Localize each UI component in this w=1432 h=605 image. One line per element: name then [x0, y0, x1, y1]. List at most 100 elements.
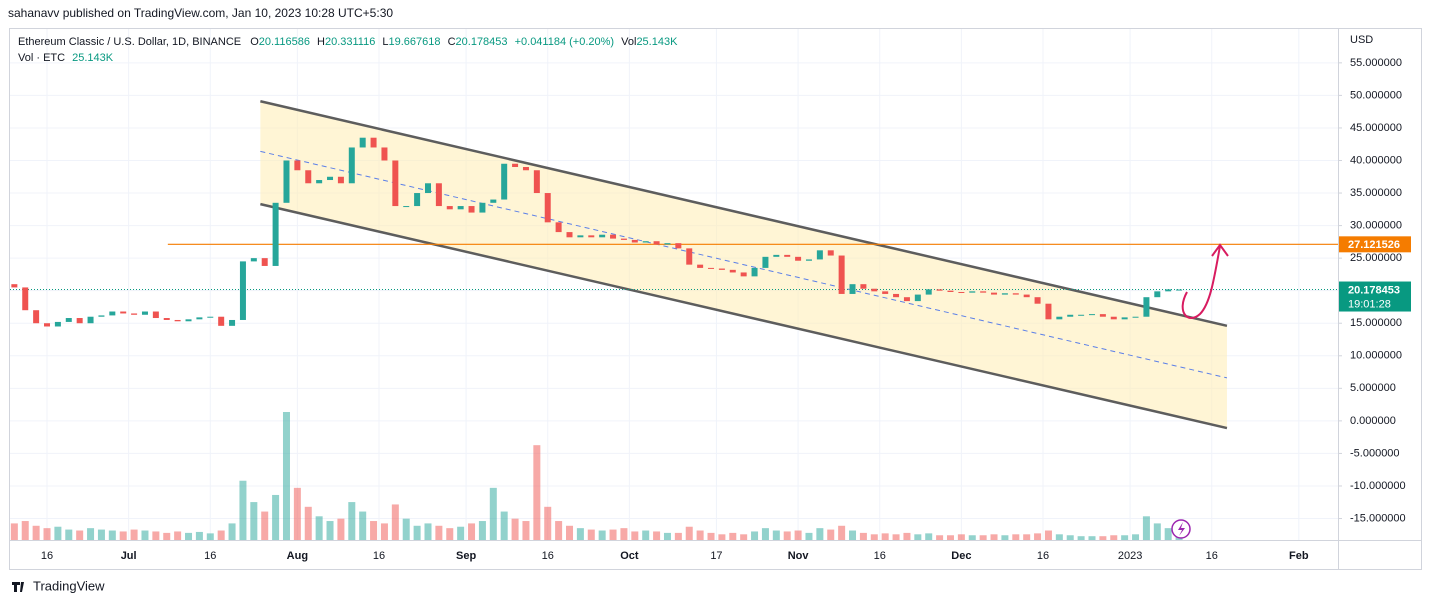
volume-bar	[130, 529, 138, 540]
candle	[33, 310, 40, 324]
volume-bar	[435, 525, 443, 540]
candle	[762, 256, 769, 268]
candle	[239, 261, 246, 320]
volume-bar	[816, 528, 824, 540]
candle	[773, 254, 780, 257]
axes: -15.000000 -10.000000 -5.000000 0.000000 5.0…	[41, 57, 1411, 562]
volume-bar	[859, 532, 867, 540]
last-price-box	[1339, 281, 1411, 312]
candle	[54, 321, 61, 327]
candle	[936, 289, 943, 291]
candle	[827, 250, 834, 256]
y-tick-label: -10.000000	[1350, 480, 1406, 492]
volume-bar	[370, 521, 378, 540]
arrow-head	[1211, 243, 1229, 257]
symbol-title: Ethereum Classic / U.S. Dollar, 1D, BINA…	[18, 36, 241, 48]
candle	[925, 289, 932, 295]
candles	[11, 137, 1183, 327]
candle	[65, 318, 72, 322]
candle	[838, 255, 845, 294]
candle	[1088, 314, 1095, 316]
volume-bar	[239, 480, 247, 540]
candle	[468, 206, 475, 213]
candle	[599, 234, 606, 238]
candle	[588, 235, 595, 238]
candle	[1154, 291, 1161, 298]
candle	[163, 318, 170, 320]
x-tick-label: Sep	[456, 550, 476, 562]
volume-bar	[195, 531, 203, 540]
candle	[196, 317, 203, 320]
volume-bar	[729, 532, 737, 540]
candle	[381, 147, 388, 161]
candle	[1067, 314, 1074, 317]
volume-bar	[685, 526, 693, 540]
y-tick-label: 15.000000	[1350, 317, 1402, 329]
volume	[10, 412, 1183, 540]
x-tick-label: Feb	[1289, 550, 1309, 562]
volume-bar	[65, 529, 73, 540]
candle	[250, 258, 257, 262]
volume-bar	[663, 532, 671, 540]
volume-title: Vol · ETC	[18, 52, 65, 64]
candle	[980, 291, 987, 293]
volume-bar	[598, 530, 606, 540]
volume-bar	[489, 487, 497, 540]
x-tick-label: Aug	[287, 550, 308, 562]
candle	[1045, 303, 1052, 320]
candle	[403, 206, 410, 208]
volume-bar	[1044, 530, 1052, 540]
volume-bar	[653, 531, 661, 540]
candle	[87, 316, 94, 324]
candle	[969, 291, 976, 293]
volume-bar	[185, 532, 193, 540]
volume-bar	[108, 530, 116, 540]
legend-label: L	[382, 36, 388, 48]
candle	[697, 264, 704, 268]
currency: USD	[1350, 34, 1373, 46]
candle	[490, 199, 497, 203]
x-tick-label: Oct	[620, 550, 639, 562]
legend-label: O	[250, 36, 259, 48]
candle	[327, 176, 334, 181]
candle	[1056, 316, 1063, 320]
candle	[686, 248, 693, 265]
legend-value: 25.143K	[636, 36, 678, 48]
volume-bar	[391, 504, 399, 540]
hline-label: 27.121526	[1348, 239, 1400, 251]
volume-bar	[718, 534, 726, 540]
y-tick-label: 35.000000	[1350, 187, 1402, 199]
y-tick-label: 10.000000	[1350, 350, 1402, 362]
y-tick-label: -5.000000	[1350, 447, 1400, 459]
volume-bar	[751, 531, 759, 540]
candle	[620, 238, 627, 240]
volume-bar	[566, 525, 574, 540]
candle	[44, 323, 51, 327]
volume-bar	[359, 511, 367, 540]
volume-bar	[1088, 536, 1096, 540]
volume-bar	[642, 530, 650, 540]
candle	[370, 137, 377, 148]
candle	[577, 235, 584, 238]
candle	[152, 311, 159, 319]
volume-bar	[946, 535, 954, 540]
candle	[457, 206, 464, 210]
volume-bar	[587, 529, 595, 540]
x-tick-label: 16	[874, 550, 886, 562]
volume-bar	[337, 518, 345, 540]
candle	[795, 256, 802, 261]
candle	[522, 167, 529, 171]
candle	[414, 193, 421, 207]
volume-bar	[631, 531, 639, 540]
volume-bar	[1099, 536, 1107, 540]
volume-bar	[925, 533, 933, 540]
volume-bar	[914, 534, 922, 540]
volume-bar	[772, 530, 780, 540]
x-tick-label: 2023	[1118, 550, 1142, 562]
legend-value: 19.667618	[389, 36, 441, 48]
candle	[1078, 314, 1085, 316]
candle	[893, 293, 900, 298]
legend-value: 20.178453	[456, 36, 508, 48]
volume-value: 25.143K	[72, 52, 114, 64]
